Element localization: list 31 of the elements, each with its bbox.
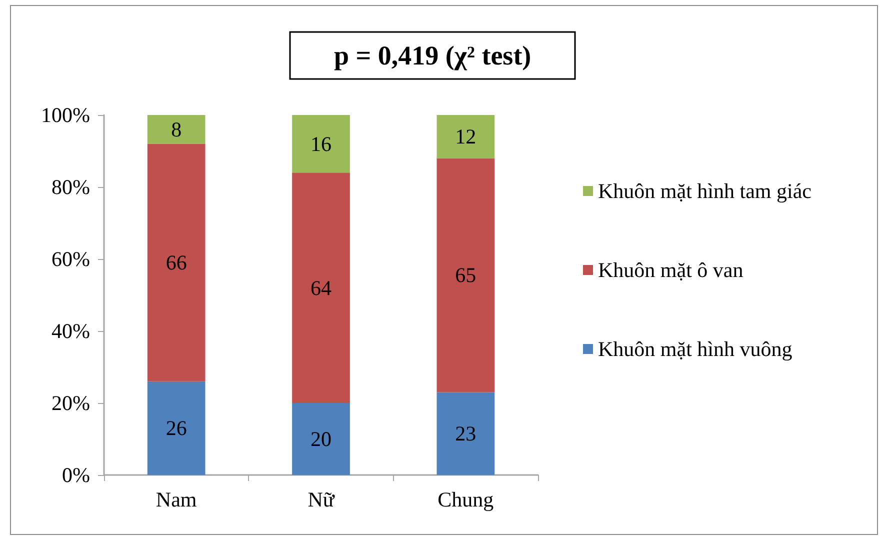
legend-label: Khuôn mặt hình tam giác [598, 179, 812, 203]
y-tick-label: 0% [62, 463, 90, 487]
y-tick-label: 100% [41, 103, 90, 127]
data-label: 23 [455, 422, 476, 446]
y-tick-label: 20% [52, 391, 90, 415]
legend-label: Khuôn mặt hình vuông [598, 337, 793, 361]
bar [147, 381, 206, 475]
bar [147, 115, 206, 144]
legend-label: Khuôn mặt ô van [598, 258, 744, 282]
x-tick-label: Nam [156, 488, 197, 512]
bar [147, 144, 206, 382]
bar [436, 392, 495, 475]
data-label: 8 [171, 117, 182, 142]
x-tick-label: Nữ [308, 488, 335, 512]
data-label: 64 [310, 276, 332, 300]
data-label: 65 [455, 263, 476, 288]
data-label: 12 [455, 124, 476, 149]
bar [436, 115, 495, 158]
bar [292, 172, 350, 403]
y-tick-label: 60% [52, 247, 90, 271]
y-tick-label: 80% [52, 175, 90, 199]
chart-title: p = 0,419 (χ² test) [334, 40, 532, 70]
data-label: 66 [166, 250, 187, 275]
bar [292, 403, 350, 475]
bar [436, 158, 495, 392]
data-label: 16 [310, 132, 332, 156]
y-tick-label: 40% [52, 319, 90, 343]
data-label: 26 [166, 416, 187, 440]
x-tick-label: Chung [438, 488, 494, 512]
data-label: 20 [310, 427, 332, 451]
bar [292, 115, 350, 173]
